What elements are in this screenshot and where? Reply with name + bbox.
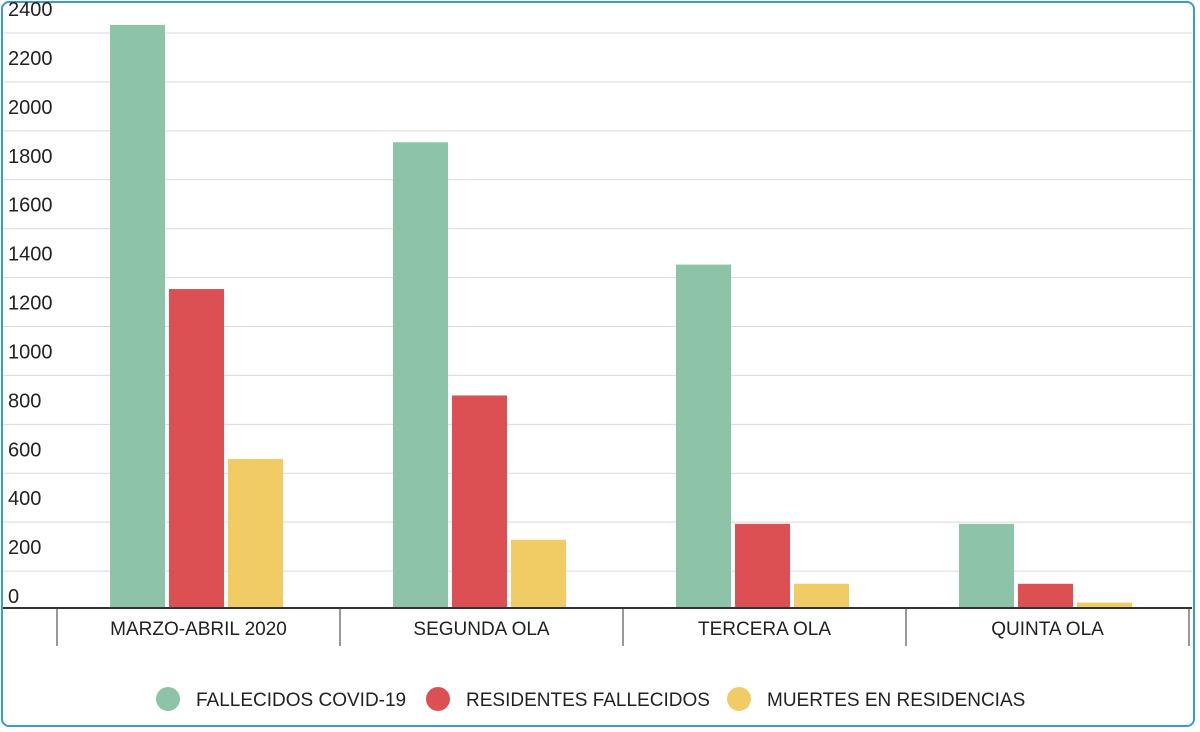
legend: FALLECIDOS COVID-19 RESIDENTES FALLECIDOS… bbox=[156, 687, 1025, 711]
y-axis-tick-labels: 0 200 400 600 800 1000 1200 1400 1600 1800 2000 220… bbox=[8, 0, 53, 608]
legend-swatch bbox=[727, 687, 751, 711]
legend-swatch bbox=[156, 687, 180, 711]
legend-label: RESIDENTES FALLECIDOS bbox=[466, 690, 710, 711]
y-tick-label: 1800 bbox=[8, 146, 53, 168]
bar bbox=[511, 539, 566, 607]
bar bbox=[393, 142, 448, 607]
x-tick-label: MARZO-ABRIL 2020 bbox=[110, 619, 287, 640]
bar bbox=[676, 264, 731, 607]
y-tick-label: 600 bbox=[8, 439, 41, 461]
y-tick-label: 1200 bbox=[8, 293, 53, 315]
bar bbox=[228, 459, 283, 607]
y-tick-label: 1600 bbox=[8, 195, 53, 217]
x-tick-label: TERCERA OLA bbox=[698, 619, 831, 640]
x-tick-label: SEGUNDA OLA bbox=[413, 619, 550, 640]
bar bbox=[1077, 602, 1132, 607]
bar bbox=[735, 523, 790, 607]
bar bbox=[794, 583, 849, 607]
y-tick-label: 2200 bbox=[8, 48, 53, 70]
y-tick-label: 0 bbox=[8, 586, 19, 608]
y-tick-label: 2000 bbox=[8, 97, 53, 119]
bar bbox=[169, 289, 224, 607]
y-tick-label: 1000 bbox=[8, 341, 53, 363]
y-tick-label: 1400 bbox=[8, 244, 53, 266]
bar bbox=[959, 523, 1014, 607]
bar bbox=[452, 395, 507, 607]
bar bbox=[110, 24, 165, 608]
legend-swatch bbox=[426, 687, 450, 711]
legend-label: FALLECIDOS COVID-19 bbox=[196, 690, 406, 711]
y-tick-label: 200 bbox=[8, 537, 41, 559]
y-tick-label: 400 bbox=[8, 488, 41, 510]
y-tick-label: 800 bbox=[8, 390, 41, 412]
x-tick-label: QUINTA OLA bbox=[991, 619, 1104, 640]
legend-label: MUERTES EN RESIDENCIAS bbox=[767, 690, 1025, 711]
y-tick-label: 2400 bbox=[8, 0, 53, 21]
bar bbox=[1018, 583, 1073, 607]
x-axis: MARZO-ABRIL 2020 SEGUNDA OLA TERCERA OLA QU… bbox=[3, 607, 1192, 646]
bars bbox=[110, 24, 1132, 608]
